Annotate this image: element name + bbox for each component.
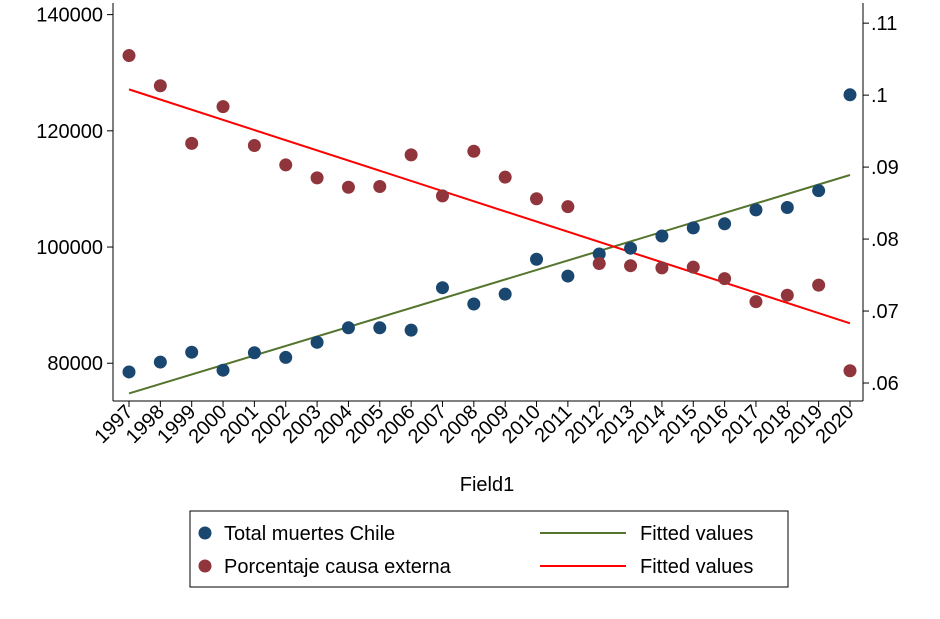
- fitted-lines: [128, 88, 851, 395]
- porcentaje-point-2016: [718, 272, 732, 286]
- porcentaje-point-2002: [279, 158, 293, 172]
- total-muertes-point-2000: [216, 363, 230, 377]
- porcentaje-point-2009: [498, 170, 512, 184]
- porcentaje-point-2020: [843, 364, 857, 378]
- left-tick-label: 120000: [36, 121, 103, 143]
- total-muertes-point-2003: [310, 335, 324, 349]
- total-muertes-point-2017: [749, 203, 763, 217]
- porcentaje-point-1999: [185, 136, 199, 150]
- porcentaje-point-1998: [153, 79, 167, 93]
- right-y-axis: .06 .07 .08 .09 .1 .11: [863, 13, 899, 395]
- total-muertes-point-2004: [341, 321, 355, 335]
- total-muertes-point-2016: [718, 217, 732, 231]
- legend-label: Fitted values: [640, 523, 753, 545]
- legend-box: [189, 510, 789, 588]
- porcentaje-point-2018: [780, 288, 794, 302]
- total-muertes-point-2010: [530, 252, 544, 266]
- legend-label: Porcentaje causa externa: [224, 556, 452, 578]
- porcentaje-point-2013: [624, 259, 638, 273]
- total-muertes-point-2012: [592, 247, 606, 261]
- total-muertes-point-1999: [185, 345, 199, 359]
- plot-frame: [112, 3, 864, 402]
- porcentaje-point-2000: [216, 100, 230, 114]
- total-muertes-point-2005: [373, 321, 387, 335]
- total-muertes-point-2020: [843, 88, 857, 102]
- total-muertes-point-2001: [247, 346, 261, 360]
- total-muertes-point-2019: [812, 184, 826, 198]
- right-tick-label: .1: [871, 85, 888, 107]
- right-tick-label: .07: [871, 301, 899, 323]
- right-tick-label: .09: [871, 157, 899, 179]
- right-tick-label: .08: [871, 229, 899, 251]
- left-y-axis: 80000 100000 120000 140000: [36, 5, 113, 375]
- x-axis-title: Field1: [460, 474, 514, 496]
- fitted-line-3: [128, 88, 851, 325]
- porcentaje-point-2006: [404, 148, 418, 162]
- porcentaje-point-2019: [812, 278, 826, 292]
- total-muertes-point-2014: [655, 229, 669, 243]
- porcentaje-point-2014: [655, 261, 669, 275]
- total-muertes-point-2011: [561, 269, 575, 283]
- total-muertes-point-2009: [498, 287, 512, 301]
- legend-label: Fitted values: [640, 556, 753, 578]
- porcentaje-point-2005: [373, 180, 387, 194]
- porcentaje-point-2004: [341, 180, 355, 194]
- fitted-line-2: [128, 174, 851, 395]
- left-tick-label: 100000: [36, 237, 103, 259]
- total-muertes-point-2006: [404, 323, 418, 337]
- total-muertes-point-1998: [153, 355, 167, 369]
- porcentaje-point-2007: [435, 189, 449, 203]
- left-tick-label: 80000: [47, 353, 103, 375]
- right-tick-label: .06: [871, 373, 899, 395]
- porcentaje-point-1997: [122, 49, 136, 63]
- left-tick-label: 140000: [36, 5, 103, 27]
- legend-label: Total muertes Chile: [224, 523, 395, 545]
- porcentaje-point-2001: [247, 139, 261, 153]
- total-muertes-point-2015: [686, 221, 700, 235]
- total-muertes-point-2002: [279, 350, 293, 364]
- total-muertes-point-2007: [435, 281, 449, 295]
- legend-marker-dot: [198, 559, 212, 573]
- total-muertes-point-2013: [624, 241, 638, 255]
- porcentaje-point-2012: [592, 257, 606, 271]
- total-muertes-point-2008: [467, 297, 481, 311]
- total-muertes-point-1997: [122, 365, 136, 379]
- porcentaje-point-2010: [530, 192, 544, 206]
- porcentaje-point-2011: [561, 200, 575, 214]
- right-tick-label: .11: [871, 13, 897, 35]
- scatter-points: [122, 49, 857, 379]
- porcentaje-point-2003: [310, 171, 324, 185]
- legend-marker-dot: [198, 526, 212, 540]
- total-muertes-point-2018: [780, 201, 794, 215]
- porcentaje-point-2008: [467, 144, 481, 158]
- porcentaje-point-2015: [686, 260, 700, 274]
- porcentaje-point-2017: [749, 295, 763, 309]
- legend: Total muertes Chile Fitted values Porcenta…: [189, 510, 789, 588]
